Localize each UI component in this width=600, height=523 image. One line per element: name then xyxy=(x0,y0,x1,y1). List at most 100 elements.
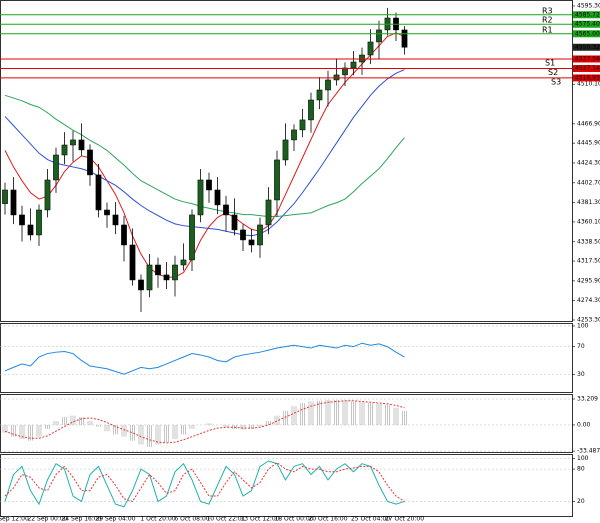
x-tick-label: 10 Oct 22:01 xyxy=(206,516,245,523)
y-tick-label: 4445.90 xyxy=(577,140,600,147)
indicator-line xyxy=(4,460,405,508)
level-label: 4537.56 xyxy=(575,55,600,62)
candle-body xyxy=(248,239,255,246)
candle-body xyxy=(95,174,102,211)
candle-body xyxy=(121,224,127,246)
level-label: 4516.93 xyxy=(575,74,600,81)
x-tick-label: 27 Oct 20:00 xyxy=(385,516,424,523)
x-tick-label: 20 Oct 16:00 xyxy=(308,516,347,523)
y-tick-label: 4466.90 xyxy=(577,120,600,127)
candle-body xyxy=(342,67,348,76)
candle-body xyxy=(189,214,195,261)
candle-body xyxy=(19,214,25,226)
candle-body xyxy=(27,224,34,236)
x-tick-label: 13 Oct 12:00 xyxy=(240,516,279,523)
candle-body xyxy=(44,179,51,211)
level-name: R2 xyxy=(542,16,553,25)
candle-body xyxy=(282,139,289,161)
x-tick-label: 6 Oct 08:00 xyxy=(174,516,209,523)
candle-body xyxy=(112,214,119,226)
candle-body xyxy=(350,61,357,69)
candle-body xyxy=(206,179,212,191)
level-name: R1 xyxy=(542,25,553,34)
indicator-line xyxy=(4,342,405,375)
y-tick-label: 0.00 xyxy=(577,421,591,428)
y-tick-label: 4510.10 xyxy=(577,81,600,88)
candle-body xyxy=(70,139,76,146)
panel-frame xyxy=(0,0,573,322)
candle-body xyxy=(163,274,170,281)
candle-body xyxy=(291,129,297,141)
indicator-line xyxy=(4,461,405,503)
panel-frame xyxy=(0,454,573,517)
moving-average xyxy=(4,69,405,237)
candle-body xyxy=(308,99,314,121)
y-tick-label: 4360.10 xyxy=(577,218,600,225)
candle-body xyxy=(299,119,306,131)
y-tick-label: 4402.70 xyxy=(577,179,600,186)
candle-body xyxy=(401,29,408,48)
level-label: 4585.72 xyxy=(575,11,600,18)
candle-body xyxy=(146,264,153,291)
level-box xyxy=(573,55,600,63)
y-tick-label: 80 xyxy=(577,466,585,473)
x-tick-label: 1 Oct 20:00 xyxy=(140,516,175,523)
candle-body xyxy=(129,244,136,281)
candle-body xyxy=(367,41,374,56)
y-tick-label: 4381.30 xyxy=(577,199,600,206)
level-name: S1 xyxy=(545,58,555,67)
y-tick-label: 4274.30 xyxy=(577,297,600,304)
candle-body xyxy=(10,189,17,216)
level-box xyxy=(573,65,600,73)
y-tick-label: -33.487 xyxy=(577,448,600,455)
y-tick-label: 4338.50 xyxy=(577,238,600,245)
y-tick-label: 4253.30 xyxy=(577,316,600,323)
y-tick-label: 20 xyxy=(577,498,585,505)
candle-body xyxy=(265,199,272,226)
level-label: 4575.40 xyxy=(575,21,600,28)
level-label: 4565.00 xyxy=(575,30,600,37)
candle-body xyxy=(36,209,42,236)
moving-average xyxy=(4,94,405,218)
x-tick-label: 25 Oct 04:00 xyxy=(351,516,390,523)
candle-body xyxy=(2,189,8,204)
x-tick-label: 24 Sep 16:00 xyxy=(61,516,101,523)
candle-body xyxy=(61,144,68,156)
candle-body xyxy=(53,154,59,181)
x-tick-label: 18 Oct 00:00 xyxy=(274,516,313,523)
panel-frame xyxy=(0,323,573,393)
y-tick-label: 4595.30 xyxy=(577,2,600,9)
level-name: S3 xyxy=(551,77,561,86)
x-tick-label: 29 Sep 04:00 xyxy=(95,516,135,523)
candle-body xyxy=(274,159,280,201)
level-box xyxy=(573,74,600,82)
level-name: S2 xyxy=(548,68,558,77)
y-tick-label: 4317.50 xyxy=(577,258,600,265)
candle-body xyxy=(223,204,229,216)
level-name: R3 xyxy=(542,6,553,15)
level-box xyxy=(573,20,600,28)
x-tick-label: 22 Sep 00:00 xyxy=(27,516,67,523)
candle-body xyxy=(78,139,85,151)
candle-body xyxy=(231,214,238,231)
moving-average xyxy=(4,32,405,278)
panel-frame xyxy=(0,394,573,453)
last-price-box xyxy=(573,43,600,51)
y-tick-label: 4424.30 xyxy=(577,159,600,166)
y-tick-label: 70 xyxy=(577,343,585,350)
candle-body xyxy=(316,89,323,101)
candle-body xyxy=(138,279,144,291)
x-tick-label: Sep 12:00 xyxy=(0,516,29,523)
candle-body xyxy=(180,259,187,266)
signal-line xyxy=(4,400,405,444)
y-tick-label: 33.209 xyxy=(577,395,598,402)
y-tick-label: 100 xyxy=(577,322,589,329)
candle-body xyxy=(376,29,382,43)
candle-body xyxy=(214,189,221,206)
candle-body xyxy=(325,79,331,91)
y-tick-label: 30 xyxy=(577,371,585,378)
candle-body xyxy=(155,264,161,276)
level-label: 4527.14 xyxy=(575,65,600,72)
